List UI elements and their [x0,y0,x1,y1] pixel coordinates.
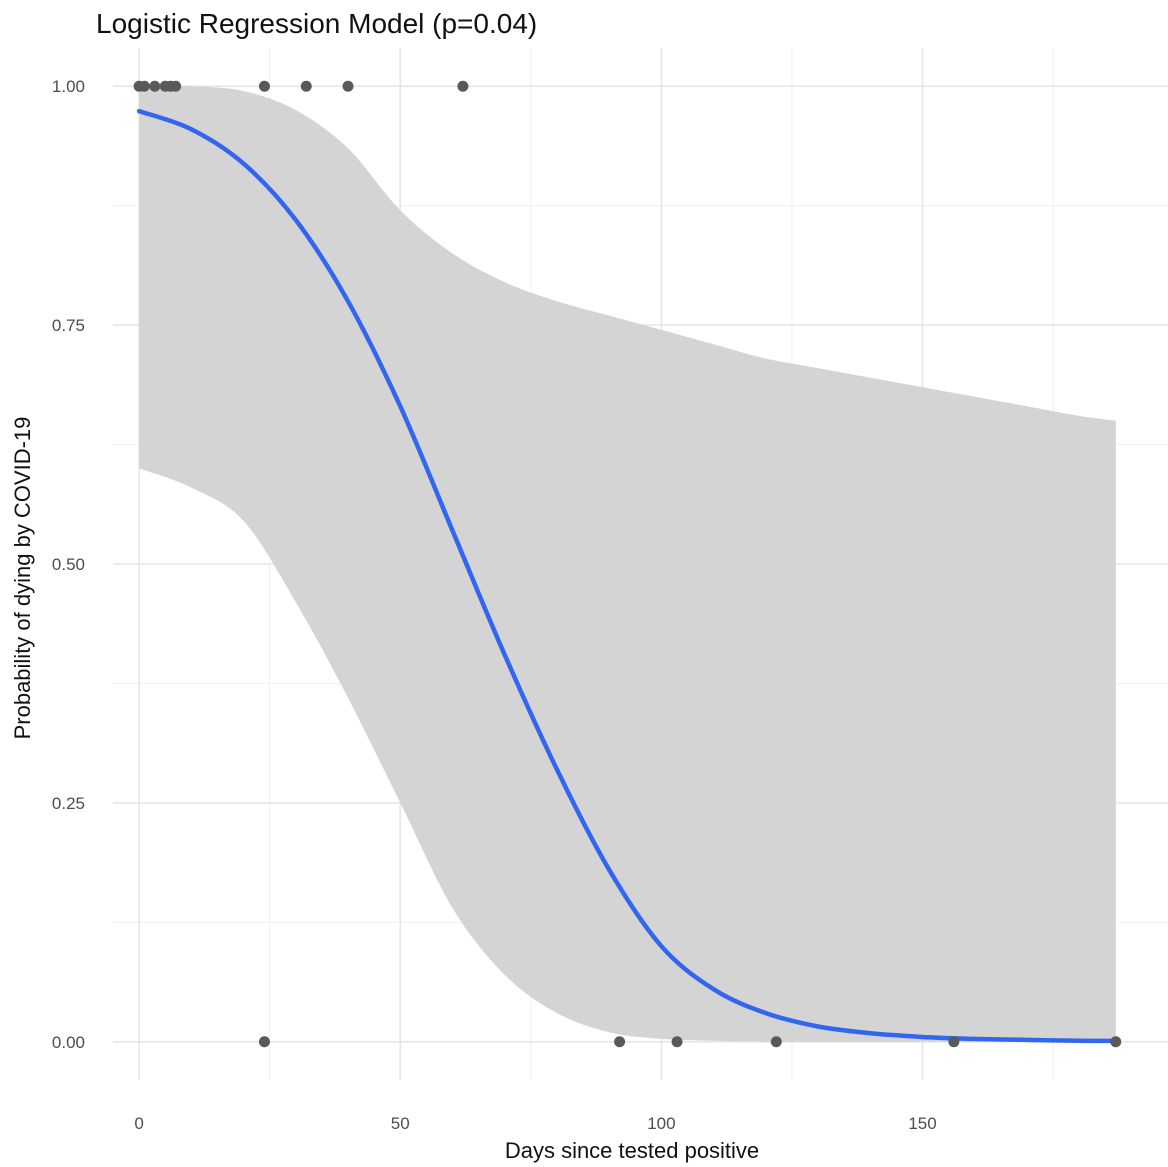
x-tick-label: 100 [647,1114,675,1133]
data-point [342,80,354,92]
y-axis-title: Probability of dying by COVID-19 [10,417,35,740]
data-point [1110,1036,1122,1048]
confidence-band-layer [139,85,1116,1042]
y-tick-label: 0.50 [52,555,85,574]
data-point [300,80,312,92]
data-point [948,1036,960,1048]
y-tick-label: 0.25 [52,794,85,813]
data-point [138,80,150,92]
points-layer [133,80,1122,1048]
y-axis-ticks: 0.00 0.25 0.50 0.75 1.00 [52,77,85,1052]
y-tick-label: 0.75 [52,316,85,335]
data-point [671,1036,683,1048]
data-point [770,1036,782,1048]
fitted-curve-layer [136,108,1119,1044]
x-tick-label: 50 [391,1114,410,1133]
data-point [258,1036,270,1048]
y-tick-label: 0.00 [52,1033,85,1052]
fitted-curve [136,108,1119,1044]
data-point [170,80,182,92]
x-tick-label: 150 [908,1114,936,1133]
x-tick-label: 0 [134,1114,143,1133]
data-point [258,80,270,92]
data-point [457,80,469,92]
x-axis-title: Days since tested positive [505,1138,759,1163]
confidence-band [139,85,1116,1042]
y-tick-label: 1.00 [52,77,85,96]
data-point [614,1036,626,1048]
data-point [149,80,161,92]
chart-title: Logistic Regression Model (p=0.04) [96,8,537,39]
x-axis-ticks: 0 50 100 150 [134,1114,936,1133]
